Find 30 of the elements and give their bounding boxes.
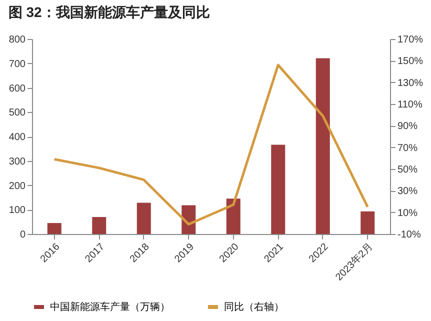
y-tick-label: 100 [8,205,26,216]
y2-tick-label: 10% [398,208,418,219]
bar [316,58,330,234]
line-series [53,64,369,226]
y2-tick-label: 130% [398,78,424,89]
y-tick-label: 300 [8,156,26,168]
y2-tick-label: 150% [398,56,424,68]
bar [360,211,375,234]
y2-tick-label: 50% [398,164,418,176]
y-tick-label: 500 [8,108,26,119]
bar [92,216,106,234]
y2-tick-label: -10% [398,230,421,240]
y2-tick-label: 70% [398,142,418,154]
y-tick-label: 600 [8,83,26,94]
legend-label: 同比（右轴） [224,301,284,313]
bar [136,202,151,234]
bar [271,144,286,234]
legend-label: 中国新能源车产量（万辆） [50,301,170,313]
y2-tick-label: 90% [398,121,418,132]
y-tick-label: 800 [8,34,26,46]
y-tick-label: 200 [8,180,26,192]
bar [226,198,240,234]
y-tick-label: 400 [8,132,26,143]
y-tick-label: 0 [20,230,26,240]
y2-tick-label: 30% [398,186,418,198]
y2-tick-label: 110% [398,100,422,110]
bar [47,223,62,234]
chart-title: 图 32：我国新能源车产量及同比 [8,4,210,20]
y-tick-label: 700 [8,58,26,70]
y2-tick-label: 170% [398,34,424,46]
